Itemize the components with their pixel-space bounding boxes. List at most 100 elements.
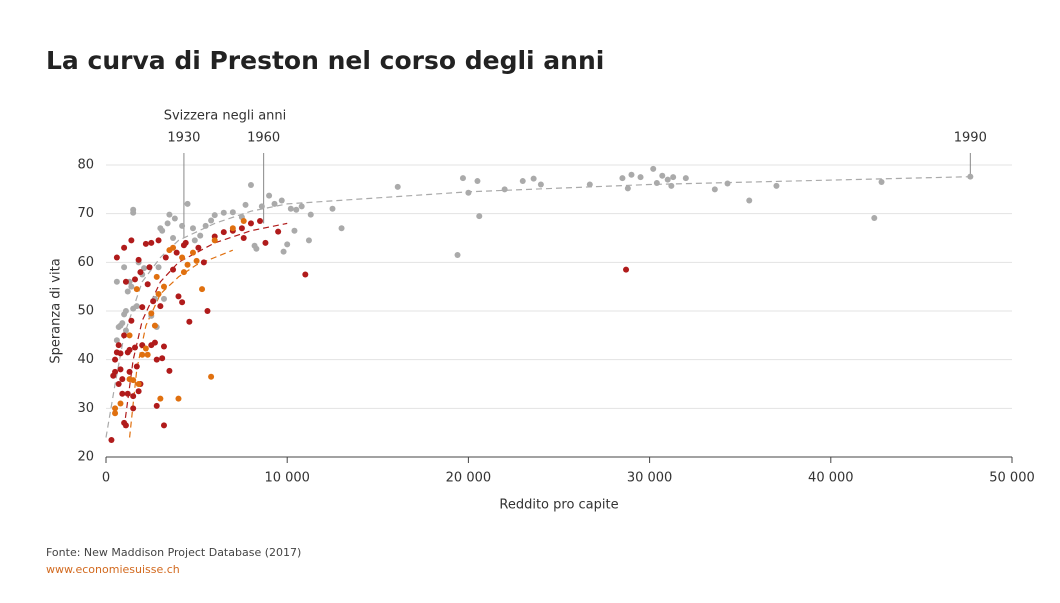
point xyxy=(142,345,149,352)
point xyxy=(179,299,186,306)
point xyxy=(166,211,173,218)
point xyxy=(653,180,660,187)
point xyxy=(746,197,753,204)
point xyxy=(160,422,167,429)
point xyxy=(113,337,120,344)
point xyxy=(242,201,249,208)
point xyxy=(151,339,158,346)
point xyxy=(115,342,122,349)
point xyxy=(659,172,666,179)
point xyxy=(119,390,126,397)
point xyxy=(121,264,128,271)
point xyxy=(394,183,401,190)
point xyxy=(160,343,167,350)
point xyxy=(148,310,155,317)
point xyxy=(130,209,137,216)
point xyxy=(668,182,675,189)
point xyxy=(153,402,160,409)
point xyxy=(189,225,196,232)
y-tick-label: 80 xyxy=(77,158,94,173)
point xyxy=(271,200,278,207)
point xyxy=(229,209,236,216)
point xyxy=(179,254,186,261)
point xyxy=(133,303,140,310)
y-axis-label: Speranza di vita xyxy=(49,258,64,363)
point xyxy=(133,286,140,293)
point xyxy=(266,192,273,199)
point xyxy=(238,225,245,232)
point xyxy=(112,410,119,417)
point xyxy=(184,200,191,207)
point xyxy=(121,332,128,339)
point xyxy=(338,225,345,232)
x-tick-label: 30 000 xyxy=(627,471,673,486)
point xyxy=(189,249,196,256)
point xyxy=(711,186,718,193)
point xyxy=(307,211,314,218)
y-tick-label: 60 xyxy=(77,255,94,270)
point xyxy=(628,171,635,178)
point xyxy=(155,237,162,244)
point xyxy=(148,239,155,246)
point xyxy=(131,344,138,351)
annotation-title: Svizzera negli anni xyxy=(164,109,287,124)
point xyxy=(773,182,780,189)
x-axis-label: Reddito pro capite xyxy=(499,498,618,513)
point xyxy=(131,276,138,283)
y-tick-label: 40 xyxy=(77,352,94,367)
point xyxy=(664,176,671,183)
point xyxy=(257,217,264,224)
point xyxy=(454,252,461,259)
point xyxy=(229,225,236,232)
x-tick-label: 0 xyxy=(102,471,110,486)
point xyxy=(530,175,537,182)
point xyxy=(180,269,187,276)
point xyxy=(137,269,144,276)
point xyxy=(170,266,177,273)
point xyxy=(162,254,169,261)
point xyxy=(305,237,312,244)
point xyxy=(186,318,193,325)
trend-line xyxy=(123,222,288,428)
point xyxy=(624,185,631,192)
point xyxy=(182,239,189,246)
point xyxy=(117,366,124,373)
point xyxy=(124,288,131,295)
point xyxy=(275,228,282,235)
point xyxy=(151,322,158,329)
x-tick-label: 10 000 xyxy=(264,471,310,486)
y-tick-label: 70 xyxy=(77,206,94,221)
point xyxy=(155,264,162,271)
point xyxy=(208,217,215,224)
point xyxy=(682,175,689,182)
point xyxy=(128,283,135,290)
point xyxy=(202,222,209,229)
point xyxy=(170,244,177,251)
point xyxy=(623,266,630,273)
point xyxy=(130,393,137,400)
point xyxy=(329,205,336,212)
point xyxy=(200,259,207,266)
point xyxy=(160,283,167,290)
point xyxy=(287,205,294,212)
point xyxy=(240,235,247,241)
point xyxy=(133,363,140,370)
point xyxy=(179,222,186,229)
point xyxy=(247,220,254,227)
point xyxy=(173,249,180,256)
point xyxy=(211,237,218,244)
point xyxy=(501,186,508,193)
point xyxy=(153,356,160,363)
point xyxy=(141,265,148,272)
annotation-label: 1960 xyxy=(247,131,280,146)
point xyxy=(112,368,119,375)
point xyxy=(184,261,191,268)
point xyxy=(220,229,227,236)
point xyxy=(298,203,305,210)
annotation-label: 1990 xyxy=(954,131,987,146)
point xyxy=(208,373,215,380)
point xyxy=(258,203,265,210)
point xyxy=(293,206,300,213)
point xyxy=(166,367,173,374)
source: Fonte: New Maddison Project Database (20… xyxy=(46,546,301,559)
